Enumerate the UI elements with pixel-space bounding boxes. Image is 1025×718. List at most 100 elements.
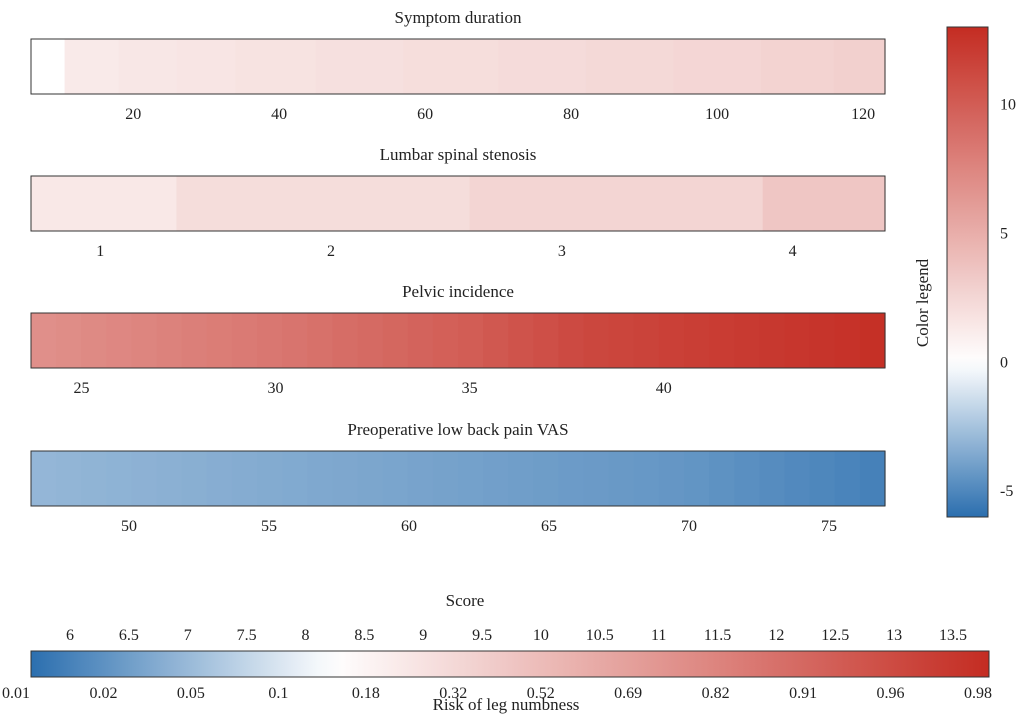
panel-tick-label: 60: [417, 106, 433, 123]
heat-band: [307, 451, 334, 506]
heat-band: [81, 451, 107, 506]
panel-title: Preoperative low back pain VAS: [347, 420, 568, 439]
heat-band: [403, 39, 499, 94]
heat-band: [558, 313, 585, 368]
heat-band: [533, 313, 560, 368]
heat-band: [231, 451, 258, 506]
heat-band: [809, 451, 836, 506]
risk-axis-label: Risk of leg numbness: [433, 695, 580, 714]
heat-band: [176, 39, 236, 94]
heat-band: [734, 451, 761, 506]
heat-band: [859, 451, 886, 506]
heat-band: [432, 451, 459, 506]
risk-tick-label: 0.52: [527, 685, 555, 702]
heat-band: [709, 451, 735, 506]
heat-band: [684, 451, 710, 506]
score-tick-label: 13.5: [939, 627, 967, 644]
heat-band: [432, 313, 459, 368]
risk-tick-label: 0.69: [614, 685, 642, 702]
heat-band: [483, 313, 509, 368]
panel-tick-label: 80: [563, 106, 579, 123]
heat-band: [282, 313, 308, 368]
score-tick-label: 9: [419, 627, 427, 644]
risk-tick-label: 0.98: [964, 685, 992, 702]
heat-band: [181, 313, 208, 368]
panel-title: Lumbar spinal stenosis: [380, 145, 537, 164]
heat-band: [407, 451, 434, 506]
heat-band: [56, 451, 82, 506]
risk-tick-label: 0.02: [89, 685, 117, 702]
heat-band: [31, 451, 57, 506]
heat-band: [206, 313, 233, 368]
risk-tick-label: 0.32: [439, 685, 467, 702]
panel-tick-label: 40: [656, 380, 672, 397]
heat-band: [458, 313, 484, 368]
panel-tick-label: 1: [96, 243, 104, 260]
panel-ticks: 20 40 60 80 100 120: [125, 106, 875, 123]
heat-band: [31, 39, 66, 94]
heat-band: [533, 451, 560, 506]
panel-frame: [30, 38, 886, 95]
panel-ticks: 50 55 60 65 70 75: [121, 518, 837, 535]
heat-band: [608, 313, 635, 368]
score-tick-label: 6: [66, 627, 74, 644]
score-gradient-bar: [30, 650, 990, 678]
heat-band: [608, 451, 635, 506]
heat-band: [658, 451, 685, 506]
heat-band: [458, 451, 484, 506]
heat-band: [483, 451, 509, 506]
score-tick-label: 8.5: [354, 627, 374, 644]
heat-band: [231, 313, 258, 368]
heat-band: [508, 451, 534, 506]
heat-band: [784, 451, 811, 506]
panel-tick-label: 25: [73, 380, 89, 397]
heat-band: [498, 39, 587, 94]
panel-title: Symptom duration: [394, 8, 522, 27]
panel-tick-label: 120: [851, 106, 875, 123]
heat-band: [307, 313, 334, 368]
heat-band: [760, 39, 835, 94]
heat-band: [64, 39, 120, 94]
heat-band: [734, 313, 761, 368]
heat-band: [834, 451, 861, 506]
heat-band: [31, 176, 178, 231]
heat-band: [834, 313, 861, 368]
heat-band: [106, 313, 133, 368]
panel-tick-label: 65: [541, 518, 557, 535]
panel-title: Pelvic incidence: [402, 282, 514, 301]
heat-band: [357, 313, 384, 368]
score-tick-label: 12: [768, 627, 784, 644]
panel-bands: [31, 313, 886, 368]
color-legend: -5 0 5 10 Color legend: [913, 26, 1016, 518]
risk-tick-label: 0.96: [877, 685, 905, 702]
score-tick-label: 10: [533, 627, 549, 644]
heat-band: [709, 313, 735, 368]
panel-frame: [30, 450, 886, 507]
panel-ticks: 1 2 3 4: [96, 243, 796, 260]
score-risk-bar: Score 6 6.5 7 7.5 8 8.5 9 9.5 10 10.5 11 11.5 12 12.5…: [2, 591, 992, 714]
panel-tick-label: 20: [125, 106, 141, 123]
heat-band: [633, 451, 660, 506]
heat-band: [809, 313, 836, 368]
score-tick-label: 8: [301, 627, 309, 644]
heat-band: [583, 451, 610, 506]
heat-band: [282, 451, 308, 506]
panel-bands: [31, 176, 886, 231]
heat-band: [859, 313, 886, 368]
color-legend-tick-label: 0: [1000, 354, 1008, 371]
score-ticks: 6 6.5 7 7.5 8 8.5 9 9.5 10 10.5 11 11.5 12 12.5 13 13.5: [66, 627, 967, 644]
score-tick-label: 7: [184, 627, 192, 644]
heat-band: [684, 313, 710, 368]
heat-band: [407, 313, 434, 368]
panel-symptom-duration: Symptom duration 20 40 60 80 100 120: [30, 8, 886, 123]
panel-frame: [30, 175, 886, 232]
heat-band: [56, 313, 82, 368]
heat-band: [382, 451, 409, 506]
score-tick-label: 10.5: [586, 627, 614, 644]
heat-band: [257, 451, 283, 506]
heat-band: [131, 451, 158, 506]
panel-preoperative-low-back-pain-vas: Preoperative low back pain VAS 50 55 60 65 7…: [30, 420, 886, 535]
heat-band: [315, 39, 404, 94]
heat-band: [176, 176, 471, 231]
